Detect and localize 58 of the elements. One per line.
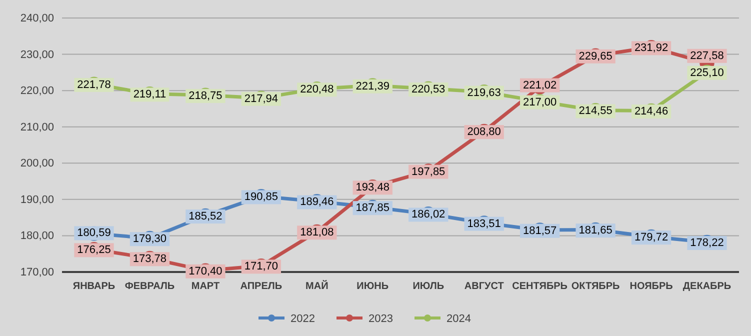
data-label: 197,85	[412, 166, 446, 178]
data-label: 170,40	[188, 265, 222, 278]
data-label: 185,52	[188, 210, 222, 223]
y-tick-label: 190,00	[20, 194, 54, 206]
x-tick-label: НОЯБРЬ	[630, 281, 673, 292]
x-tick-label: ФЕВРАЛЬ	[124, 281, 175, 292]
legend-label: 2023	[368, 312, 393, 325]
x-tick-label: АПРЕЛЬ	[240, 281, 282, 292]
data-label: 179,30	[132, 233, 167, 246]
data-label: 171,70	[244, 260, 278, 273]
x-tick-label: ИЮЛЬ	[412, 281, 444, 292]
data-label: 214,55	[578, 105, 612, 118]
data-label: 225,10	[690, 66, 724, 79]
data-label: 190,85	[244, 191, 278, 204]
legend-label: 2024	[446, 312, 471, 325]
y-tick-label: 210,00	[20, 121, 54, 134]
x-tick-label: МАРТ	[191, 281, 220, 292]
data-label: 176,25	[77, 244, 111, 256]
data-label: 220,48	[300, 84, 334, 96]
x-tick-label: ДЕКАБРЬ	[682, 281, 732, 292]
data-label: 173,78	[132, 253, 167, 266]
x-tick-label: СЕНТЯБРЬ	[512, 281, 568, 292]
data-label: 220,53	[412, 84, 446, 96]
data-label: 221,02	[522, 79, 557, 92]
data-label: 178,22	[690, 237, 724, 250]
y-tick-label: 170,00	[20, 266, 54, 279]
x-tick-label: АВГУСТ	[464, 281, 504, 292]
data-label: 183,51	[467, 218, 501, 230]
x-tick-label: ИЮНЬ	[356, 281, 389, 292]
y-tick-label: 240,00	[20, 12, 54, 25]
data-label: 221,39	[356, 80, 390, 92]
data-label: 218,75	[188, 90, 222, 102]
data-label: 219,63	[467, 86, 501, 99]
x-tick-label: ЯНВАРЬ	[72, 281, 116, 292]
data-label: 187,85	[356, 202, 390, 214]
data-label: 221,78	[77, 78, 111, 91]
y-tick-label: 220,00	[20, 85, 54, 98]
data-label: 229,65	[578, 50, 612, 62]
data-label: 214,46	[634, 106, 668, 118]
data-label: 186,02	[412, 208, 446, 221]
data-label: 227,58	[690, 50, 724, 62]
data-label: 219,11	[133, 88, 166, 101]
y-tick-label: 230,00	[20, 48, 54, 61]
y-tick-label: 200,00	[20, 158, 54, 170]
data-label: 208,80	[467, 126, 501, 138]
data-label: 217,00	[522, 96, 557, 108]
data-label: 189,46	[300, 196, 334, 208]
data-label: 217,94	[244, 92, 278, 105]
data-label: 181,08	[300, 226, 334, 239]
legend-label: 2022	[290, 312, 315, 325]
data-label: 181,57	[522, 224, 557, 237]
y-tick-label: 180,00	[20, 230, 54, 242]
data-label: 231,92	[634, 42, 668, 54]
x-tick-label: ОКТЯБРЬ	[571, 281, 620, 292]
data-label: 181,65	[578, 224, 612, 237]
data-label: 179,72	[634, 232, 668, 244]
x-tick-label: МАЙ	[306, 279, 328, 292]
data-label: 193,48	[356, 182, 390, 194]
